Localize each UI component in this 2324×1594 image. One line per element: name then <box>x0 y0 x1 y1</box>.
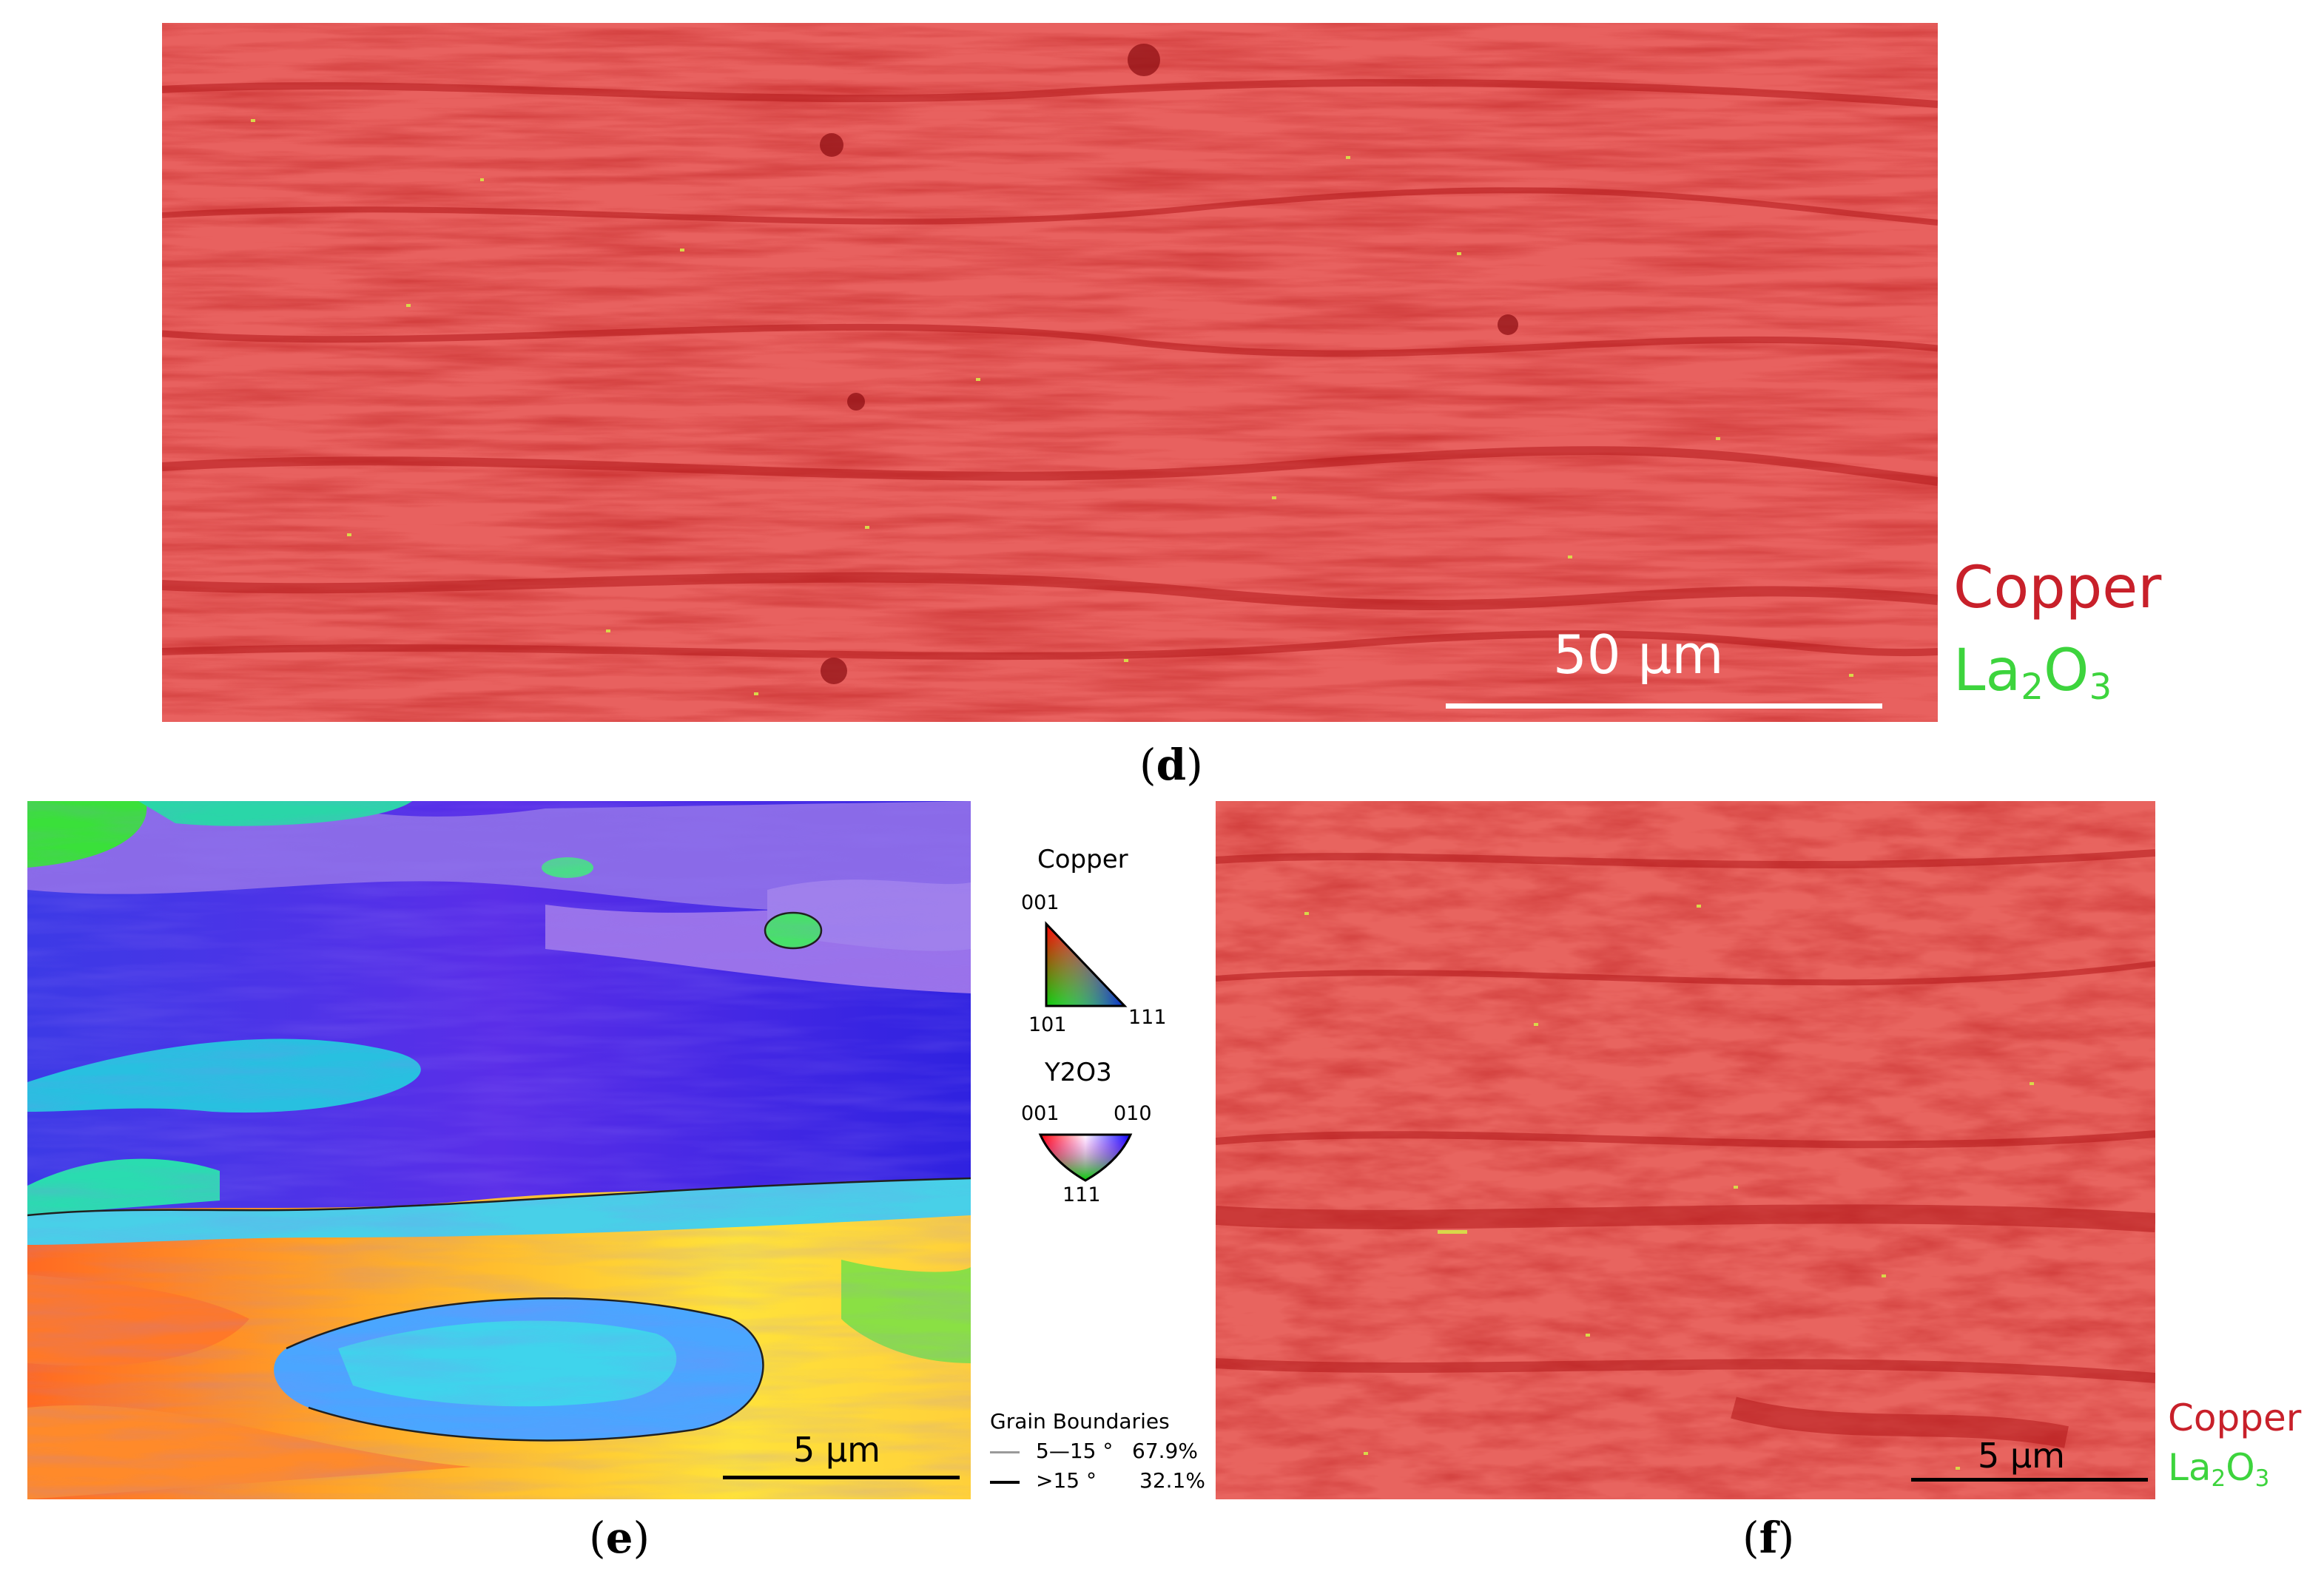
grain-boundaries-title: Grain Boundaries <box>990 1409 1170 1433</box>
copper-key-001: 001 <box>1021 891 1060 914</box>
y2o3-key-title: Y2O3 <box>1045 1058 1112 1087</box>
copper-key-101: 101 <box>1028 1013 1067 1036</box>
panel-d-scale-label: 50 μm <box>1553 624 1724 686</box>
panel-f-phase-map: 5 μm <box>1216 801 2155 1499</box>
panel-f-scale-bar <box>1911 1478 2148 1482</box>
copper-key-111: 111 <box>1128 1006 1167 1029</box>
particle-dots-f <box>1304 905 2034 1470</box>
low-angle-boundary-swatch <box>990 1451 1020 1453</box>
panel-f-caption: (f) <box>1742 1513 1795 1563</box>
y2o3-key-111: 111 <box>1062 1183 1101 1206</box>
high-angle-boundary-swatch <box>990 1481 1020 1484</box>
high-angle-boundary-label: >15 ° <box>1036 1468 1097 1493</box>
panel-d-caption: (d) <box>1139 740 1203 790</box>
panel-f-legend-la2o3: La2O3 <box>2168 1446 2270 1492</box>
panel-f-legend-copper: Copper <box>2168 1397 2302 1439</box>
low-angle-boundary-label: 5—15 ° <box>1036 1439 1114 1463</box>
panel-e-ipf-map: 5 μm <box>27 801 971 1499</box>
particle-dots <box>251 119 1853 695</box>
panel-f-scale-label: 5 μm <box>1978 1436 2065 1476</box>
panel-e-scale-bar <box>723 1476 960 1479</box>
high-angle-boundary-value: 32.1% <box>1139 1468 1205 1493</box>
panel-d-legend-la2o3: La2O3 <box>1953 638 2112 709</box>
panel-d-scale-bar <box>1446 703 1882 709</box>
panel-e-image <box>27 801 971 1499</box>
panel-d-legend-copper: Copper <box>1953 555 2162 621</box>
y2o3-key-010: 010 <box>1114 1102 1152 1125</box>
panel-f-image <box>1216 801 2155 1499</box>
y2o3-ipf-triangle <box>1038 1133 1133 1182</box>
low-angle-boundary-value: 67.9% <box>1132 1439 1198 1463</box>
copper-key-title: Copper <box>1037 845 1128 874</box>
copper-ipf-triangle <box>1045 921 1128 1007</box>
panel-e-scale-label: 5 μm <box>793 1430 880 1470</box>
panel-d-phase-map: 50 μm <box>162 23 1938 722</box>
panel-d-image <box>162 23 1938 722</box>
y2o3-key-001: 001 <box>1021 1102 1060 1125</box>
panel-e-caption: (e) <box>589 1513 650 1563</box>
